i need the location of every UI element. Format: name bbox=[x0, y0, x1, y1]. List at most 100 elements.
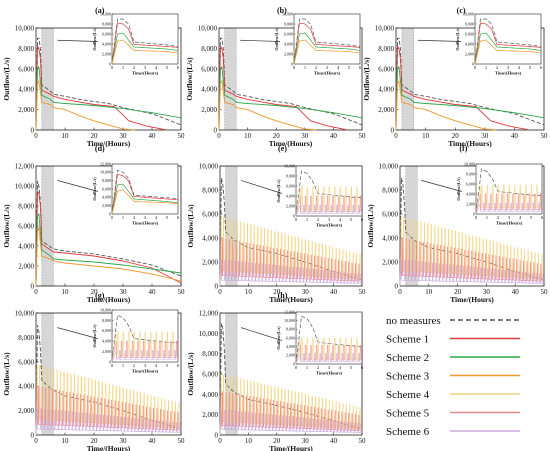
inset-y-axis-label: Outflow/(L/s) bbox=[455, 27, 460, 51]
inset-y-tick-label: 10,000 bbox=[284, 318, 295, 324]
series-line-scheme4 bbox=[295, 186, 362, 217]
series-line-scheme3 bbox=[395, 79, 497, 131]
x-tick-label: 30 bbox=[120, 437, 128, 445]
inset-y-axis-label: Outflow/(L/s) bbox=[276, 326, 281, 350]
x-tick-label: 50 bbox=[541, 288, 549, 296]
inset-x-tick-label: 4 bbox=[155, 65, 158, 70]
y-tick-label: 4,000 bbox=[202, 235, 218, 243]
y-tick-label: 2,000 bbox=[18, 106, 34, 114]
legend-label: Scheme 5 bbox=[386, 408, 430, 420]
inset-y-tick-label: 12,000 bbox=[284, 309, 295, 315]
inset-chart: 0 2,000 4,000 6,000 8,000 10,000 12,000 0 1 2 3 4 5 6… bbox=[276, 309, 364, 375]
y-tick-label: 2,000 bbox=[382, 259, 398, 267]
series-line-no_measures bbox=[35, 180, 182, 287]
inset-x-tick-label: 4 bbox=[519, 215, 522, 220]
panel-label: (d) bbox=[95, 144, 105, 153]
x-tick-label: 40 bbox=[149, 132, 157, 140]
y-axis-label: Outflow/(L/s) bbox=[2, 352, 11, 396]
inset-y-tick-label: 0 bbox=[293, 361, 295, 366]
x-tick-label: 30 bbox=[301, 132, 309, 140]
inset-pointer bbox=[240, 180, 283, 194]
inset-pointer bbox=[421, 180, 463, 192]
x-tick-label: 30 bbox=[120, 132, 128, 140]
x-axis-label: Time/(Hours) bbox=[269, 444, 313, 451]
inset-y-tick-label: 6,000 bbox=[466, 181, 475, 187]
x-tick-label: 30 bbox=[302, 437, 310, 445]
inset-x-tick-label: 2 bbox=[317, 217, 319, 222]
y-tick-label: 8,000 bbox=[382, 187, 398, 195]
y-tick-label: 0 bbox=[215, 283, 219, 291]
inset-y-tick-label: 6,000 bbox=[286, 183, 295, 189]
x-tick-label: 0 bbox=[218, 437, 222, 445]
x-tick-label: 50 bbox=[541, 132, 549, 140]
inset-y-tick-label: 10,000 bbox=[463, 11, 474, 17]
inset-x-axis-label: Time/(Hours) bbox=[314, 71, 341, 76]
inset-x-tick-label: 1 bbox=[122, 65, 124, 70]
y-tick-label: 2,000 bbox=[18, 407, 34, 415]
inset-y-tick-label: 10,000 bbox=[284, 163, 295, 169]
legend-label: Scheme 4 bbox=[386, 389, 430, 401]
series-line-scheme3 bbox=[218, 79, 317, 131]
inset-x-tick-label: 1 bbox=[304, 65, 306, 70]
x-tick-label: 20 bbox=[452, 132, 460, 140]
inset-x-axis-label: Time/(Hours) bbox=[316, 371, 343, 376]
y-tick-label: 2,000 bbox=[202, 259, 218, 267]
plot-frame bbox=[35, 27, 182, 131]
inset-y-tick-label: 2,000 bbox=[465, 51, 474, 57]
y-tick-label: 8,000 bbox=[202, 187, 218, 195]
inset-x-tick-label: 4 bbox=[155, 215, 158, 220]
x-tick-label: 20 bbox=[91, 288, 99, 296]
x-tick-label: 50 bbox=[359, 132, 367, 140]
inset-x-tick-label: 3 bbox=[326, 65, 329, 70]
series-line-scheme6 bbox=[35, 407, 181, 436]
y-tick-label: 0 bbox=[31, 283, 35, 291]
inset-y-axis-label: Outflow/(L/s) bbox=[92, 27, 97, 51]
inset-y-axis-label: Outflow/(L/s) bbox=[92, 324, 97, 348]
series-line-scheme6 bbox=[219, 409, 362, 436]
inset-y-tick-label: 10,000 bbox=[282, 11, 293, 17]
y-tick-label: 4,000 bbox=[18, 243, 34, 251]
series-line-scheme6 bbox=[399, 258, 544, 287]
series-line-no_measures bbox=[111, 18, 179, 65]
y-tick-label: 4,000 bbox=[18, 86, 34, 94]
x-axis-label: Time/(Hours) bbox=[87, 139, 131, 148]
inset-x-tick-label: 2 bbox=[133, 363, 135, 368]
inset-y-axis-label: Outflow/(L/s) bbox=[92, 177, 97, 201]
inset-x-axis-label: Time/(Hours) bbox=[496, 221, 523, 226]
inset-chart: 0 2,000 4,000 6,000 8,000 10,000 12,000 0 1 2 3 4 5 6… bbox=[92, 161, 180, 225]
series-line-scheme1 bbox=[474, 22, 542, 65]
y-axis-label: Outflow/(L/s) bbox=[2, 57, 11, 101]
inset-y-tick-label: 8,000 bbox=[284, 21, 293, 27]
x-tick-label: 40 bbox=[149, 288, 157, 296]
panel-label: (a) bbox=[95, 6, 105, 15]
series-line-scheme2 bbox=[395, 65, 545, 131]
series-line-scheme5 bbox=[35, 386, 181, 436]
series-line-scheme1 bbox=[35, 190, 182, 287]
y-tick-label: 6,000 bbox=[18, 65, 34, 73]
x-tick-label: 20 bbox=[454, 288, 462, 296]
inset-x-tick-label: 6 bbox=[177, 215, 180, 220]
y-axis-label: Outflow/(L/s) bbox=[366, 204, 375, 248]
legend: no measures Scheme 1 Scheme 2 Scheme 3 Schem… bbox=[386, 315, 520, 438]
y-tick-label: 8,000 bbox=[18, 203, 34, 211]
y-tick-label: 6,000 bbox=[201, 65, 217, 73]
x-tick-label: 50 bbox=[359, 437, 367, 445]
inset-y-tick-label: 6,000 bbox=[465, 31, 474, 37]
y-tick-label: 6,000 bbox=[378, 65, 394, 73]
inset-x-tick-label: 0 bbox=[111, 65, 114, 70]
inset-y-tick-label: 8,000 bbox=[102, 178, 111, 184]
plot-frame bbox=[395, 27, 545, 131]
plot-frame bbox=[218, 27, 363, 131]
inset-pointer bbox=[240, 327, 283, 341]
inset-x-tick-label: 3 bbox=[144, 215, 147, 220]
inset-x-tick-label: 2 bbox=[133, 65, 135, 70]
inset-x-tick-label: 6 bbox=[541, 215, 544, 220]
inset-y-tick-label: 8,000 bbox=[286, 327, 295, 333]
series-line-scheme5 bbox=[219, 391, 362, 436]
y-tick-label: 6,000 bbox=[18, 358, 34, 366]
inset-x-tick-label: 5 bbox=[350, 365, 353, 370]
panel-label: (e) bbox=[278, 144, 287, 153]
x-tick-label: 10 bbox=[425, 288, 433, 296]
